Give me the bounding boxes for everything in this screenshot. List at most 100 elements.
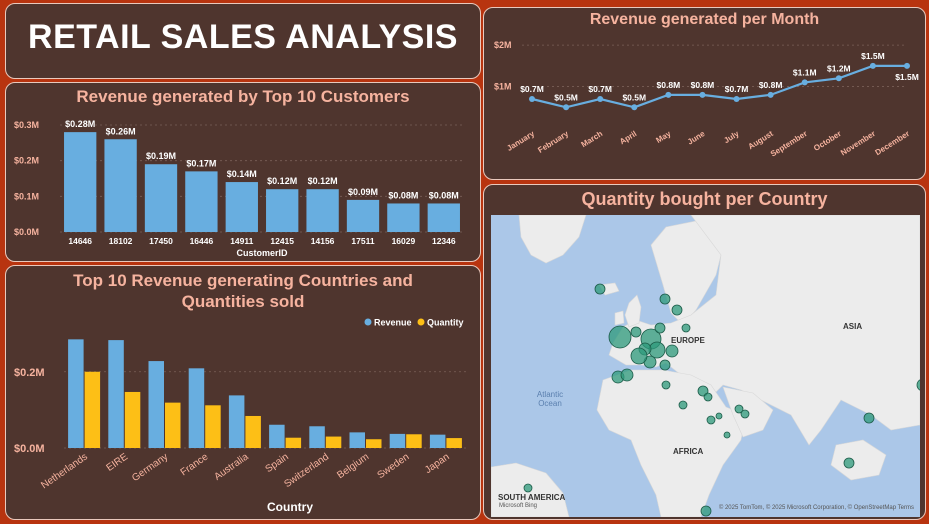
customer-bar	[427, 203, 460, 232]
greenland-shape	[518, 215, 587, 264]
y-tick-label: $0.0M	[14, 443, 45, 455]
customer-bar	[306, 189, 339, 232]
customer-bar	[104, 139, 137, 232]
customers-chart-panel[interactable]: Revenue generated by Top 10 Customers $0…	[5, 82, 481, 262]
bubble-ireland	[630, 326, 642, 338]
bubble-iceland	[594, 283, 606, 295]
map-label-asia: ASIA	[843, 322, 863, 331]
map-graphic	[491, 215, 920, 517]
x-tick-label: Germany	[130, 451, 170, 484]
sea-asia-shape	[830, 439, 887, 481]
revenue-bar	[389, 433, 406, 448]
x-tick-label: September	[769, 129, 809, 159]
bar-data-label: $0.28M	[65, 119, 95, 129]
line-point	[563, 104, 570, 111]
legend-marker	[364, 318, 372, 326]
uk-shape	[624, 294, 642, 328]
customers-chart-title: Revenue generated by Top 10 Customers	[76, 87, 410, 106]
africa-shape	[596, 369, 747, 517]
bubble-sweden	[671, 304, 683, 316]
x-tick-label: May	[654, 129, 672, 145]
line-point	[597, 96, 604, 102]
x-tick-label: Switzerland	[282, 451, 331, 490]
customer-bar	[144, 164, 178, 232]
bubble-japan	[863, 412, 875, 424]
revenue-bar	[148, 361, 164, 448]
map-label-africa: AFRICA	[673, 447, 704, 456]
quantity-bar	[325, 436, 342, 448]
quantity-bar	[84, 371, 101, 448]
x-tick-label: December	[873, 129, 911, 157]
bubble-poland	[665, 344, 679, 358]
countries-chart-panel[interactable]: Top 10 Revenue generating Countries and …	[5, 265, 481, 520]
bubble-malta	[678, 400, 688, 410]
map-label-ocean: Atlantic Ocean	[536, 390, 564, 408]
x-axis-title: CustomerID	[236, 248, 288, 258]
map-label-europe: EUROPE	[671, 336, 705, 345]
line-point	[631, 104, 638, 111]
line-point	[529, 96, 535, 102]
point-data-label: $0.8M	[657, 80, 681, 90]
bubble-france	[630, 347, 648, 365]
customers-chart[interactable]: $0.0M $0.1M $0.2M $0.3M $0.28M 14646 $0.26M 181…	[6, 83, 479, 260]
bubble-brazil	[523, 483, 533, 493]
revenue-bar	[269, 424, 285, 448]
map-panel[interactable]: Quantity bought per Country	[483, 184, 926, 520]
x-tick-label: 17511	[351, 236, 374, 246]
point-data-label: $0.8M	[759, 80, 783, 90]
x-tick-label: 16446	[190, 236, 214, 246]
y-tick-label: $0.2M	[14, 156, 39, 166]
bubble-uk	[608, 325, 632, 349]
bubble-norway	[659, 293, 671, 305]
x-tick-label: 14156	[311, 236, 335, 246]
bubble-portugal	[620, 368, 634, 382]
quantity-bar	[205, 405, 221, 448]
x-tick-label: 17450	[149, 236, 173, 246]
bubble-singapore	[843, 457, 855, 469]
y-tick-label: $0.3M	[14, 120, 39, 130]
quantity-bar	[285, 437, 302, 448]
bubble-israel	[706, 415, 716, 425]
x-tick-label: Sweden	[376, 451, 412, 481]
line-point	[904, 62, 910, 69]
map-attribution[interactable]: © 2025 TomTom, © 2025 Microsoft Corporat…	[718, 505, 914, 511]
revenue-bar	[228, 395, 245, 448]
bar-data-label: $0.12M	[308, 176, 338, 186]
point-data-label: $0.7M	[520, 84, 544, 94]
line-point	[699, 91, 706, 98]
monthly-chart[interactable]: $1M $2M $0.7M January $0.5M February $0.7M Marc…	[484, 8, 924, 178]
x-tick-label: February	[536, 129, 570, 155]
x-tick-label: Belgium	[335, 451, 371, 481]
customer-bar	[346, 199, 380, 232]
x-tick-label: 16029	[392, 236, 416, 246]
y-tick-label: $0.1M	[14, 191, 39, 201]
line-point	[665, 91, 672, 98]
x-tick-label: August	[747, 129, 775, 151]
bar-data-label: $0.26M	[106, 126, 136, 136]
bar-data-label: $0.08M	[429, 190, 459, 200]
x-tick-label: 14646	[68, 236, 92, 246]
x-tick-label: 12415	[270, 236, 294, 246]
country-map[interactable]: EUROPE ASIA AFRICA SOUTH AMERICA Atlanti…	[491, 215, 920, 517]
title-panel: RETAIL SALES ANALYSIS	[5, 3, 481, 79]
point-data-label: $0.7M	[725, 84, 749, 94]
ireland-shape	[614, 310, 625, 326]
customer-bar	[266, 189, 299, 232]
revenue-bar	[108, 340, 124, 448]
bubble-bahrain	[734, 404, 744, 414]
countries-chart[interactable]: $0.0M $0.2M Netherlands EIRE Germany France Au…	[6, 266, 479, 518]
bar-data-label: $0.19M	[146, 151, 176, 161]
quantity-bar	[124, 391, 141, 448]
line-point	[733, 96, 740, 102]
x-tick-label: January	[505, 129, 536, 153]
x-tick-label: France	[179, 451, 211, 478]
x-tick-label: March	[579, 129, 604, 149]
line-point	[767, 91, 774, 98]
bubble-finland	[681, 323, 691, 333]
revenue-bar	[429, 434, 446, 448]
x-tick-label: EIRE	[105, 451, 131, 474]
bubble-cyprus	[703, 392, 713, 402]
x-tick-label: Australia	[212, 451, 251, 483]
monthly-chart-panel[interactable]: Revenue generated per Month $1M $2M $0.7M J…	[483, 7, 926, 180]
x-tick-label: November	[839, 129, 877, 157]
